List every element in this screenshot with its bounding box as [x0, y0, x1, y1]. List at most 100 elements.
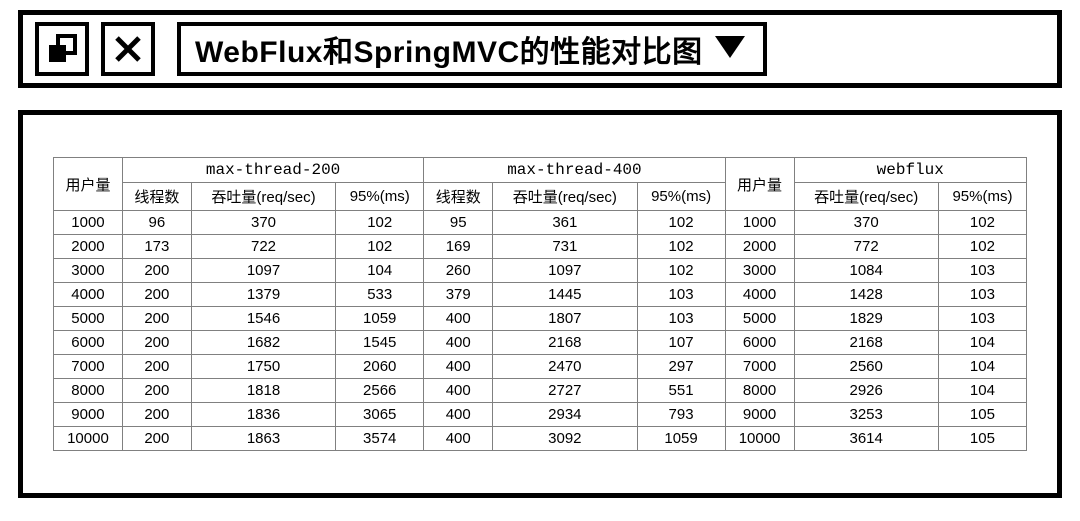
cell-t400_threads: 400 [424, 403, 493, 427]
cell-users: 9000 [54, 403, 123, 427]
cell-t400_threads: 379 [424, 283, 493, 307]
cell-t400_tp: 3092 [493, 427, 637, 451]
col-users-right: 用户量 [725, 158, 794, 211]
cell-users: 2000 [54, 235, 123, 259]
col-group-thread400: max-thread-400 [424, 158, 725, 183]
cell-users2: 9000 [725, 403, 794, 427]
cell-users: 3000 [54, 259, 123, 283]
cell-users2: 10000 [725, 427, 794, 451]
cell-t400_tp: 1807 [493, 307, 637, 331]
cell-wf_p95: 104 [938, 331, 1026, 355]
title-box: WebFlux和SpringMVC的性能对比图 [177, 22, 767, 76]
cell-t200_p95: 2060 [336, 355, 424, 379]
cell-wf_tp: 370 [794, 211, 938, 235]
header-bar: WebFlux和SpringMVC的性能对比图 [18, 10, 1062, 88]
dropdown-triangle-icon [715, 36, 745, 63]
cell-t400_p95: 107 [637, 331, 725, 355]
cell-wf_p95: 102 [938, 235, 1026, 259]
cell-t200_tp: 722 [191, 235, 335, 259]
cell-t200_tp: 1379 [191, 283, 335, 307]
cell-t400_threads: 400 [424, 427, 493, 451]
cell-t400_p95: 793 [637, 403, 725, 427]
cell-wf_p95: 103 [938, 283, 1026, 307]
cell-users: 8000 [54, 379, 123, 403]
table-row: 20001737221021697311022000772102 [54, 235, 1027, 259]
cell-t200_tp: 1836 [191, 403, 335, 427]
cell-wf_tp: 2926 [794, 379, 938, 403]
cell-t200_tp: 1682 [191, 331, 335, 355]
cell-t200_p95: 3065 [336, 403, 424, 427]
cell-users2: 1000 [725, 211, 794, 235]
col-t400-threads: 线程数 [424, 183, 493, 211]
cell-users2: 7000 [725, 355, 794, 379]
cell-t400_threads: 400 [424, 379, 493, 403]
col-t200-p95: 95%(ms) [336, 183, 424, 211]
cell-t200_tp: 1097 [191, 259, 335, 283]
cell-t400_tp: 2727 [493, 379, 637, 403]
cell-t400_tp: 2470 [493, 355, 637, 379]
cell-users2: 6000 [725, 331, 794, 355]
overlap-squares-icon [35, 22, 89, 76]
col-t200-throughput: 吞吐量(req/sec) [191, 183, 335, 211]
cell-t400_tp: 1097 [493, 259, 637, 283]
cell-t200_p95: 1545 [336, 331, 424, 355]
table-row: 600020016821545400216810760002168104 [54, 331, 1027, 355]
cell-wf_p95: 105 [938, 427, 1026, 451]
cell-t400_p95: 551 [637, 379, 725, 403]
cell-t200_threads: 200 [122, 427, 191, 451]
col-group-thread200: max-thread-200 [122, 158, 423, 183]
cell-users: 1000 [54, 211, 123, 235]
cell-t400_threads: 260 [424, 259, 493, 283]
table-row: 700020017502060400247029770002560104 [54, 355, 1027, 379]
cell-t400_p95: 1059 [637, 427, 725, 451]
cell-users: 7000 [54, 355, 123, 379]
cell-t200_p95: 102 [336, 235, 424, 259]
cell-users2: 4000 [725, 283, 794, 307]
cell-users2: 2000 [725, 235, 794, 259]
cell-t200_p95: 533 [336, 283, 424, 307]
col-group-webflux: webflux [794, 158, 1027, 183]
cell-users2: 8000 [725, 379, 794, 403]
cell-wf_tp: 1829 [794, 307, 938, 331]
cell-t400_tp: 361 [493, 211, 637, 235]
cell-t400_p95: 297 [637, 355, 725, 379]
cell-wf_p95: 104 [938, 355, 1026, 379]
cell-t400_threads: 95 [424, 211, 493, 235]
table-row: 40002001379533379144510340001428103 [54, 283, 1027, 307]
cell-t200_threads: 96 [122, 211, 191, 235]
cell-t200_threads: 200 [122, 283, 191, 307]
cell-wf_tp: 3614 [794, 427, 938, 451]
cell-t400_tp: 1445 [493, 283, 637, 307]
cell-t400_p95: 103 [637, 283, 725, 307]
cell-t400_threads: 169 [424, 235, 493, 259]
cell-t400_p95: 102 [637, 211, 725, 235]
table-row: 900020018363065400293479390003253105 [54, 403, 1027, 427]
cell-t200_threads: 200 [122, 355, 191, 379]
cell-t400_threads: 400 [424, 331, 493, 355]
col-wf-p95: 95%(ms) [938, 183, 1026, 211]
cell-users: 6000 [54, 331, 123, 355]
content-frame: 用户量 max-thread-200 max-thread-400 用户量 we… [18, 110, 1062, 498]
cell-t200_threads: 200 [122, 259, 191, 283]
col-t400-throughput: 吞吐量(req/sec) [493, 183, 637, 211]
cell-wf_tp: 1428 [794, 283, 938, 307]
cell-t200_tp: 370 [191, 211, 335, 235]
table-row: 100002001863357440030921059100003614105 [54, 427, 1027, 451]
cell-wf_p95: 103 [938, 259, 1026, 283]
col-t400-p95: 95%(ms) [637, 183, 725, 211]
cell-users2: 3000 [725, 259, 794, 283]
cell-wf_tp: 2168 [794, 331, 938, 355]
cell-t200_tp: 1863 [191, 427, 335, 451]
cell-t400_threads: 400 [424, 355, 493, 379]
cell-wf_p95: 103 [938, 307, 1026, 331]
table-row: 500020015461059400180710350001829103 [54, 307, 1027, 331]
cell-users: 10000 [54, 427, 123, 451]
cell-t200_threads: 200 [122, 403, 191, 427]
cell-t200_tp: 1750 [191, 355, 335, 379]
cell-t400_tp: 731 [493, 235, 637, 259]
cell-t400_tp: 2168 [493, 331, 637, 355]
cell-wf_tp: 3253 [794, 403, 938, 427]
cell-t400_p95: 103 [637, 307, 725, 331]
cell-t200_threads: 200 [122, 379, 191, 403]
page-title: WebFlux和SpringMVC的性能对比图 [195, 27, 703, 71]
